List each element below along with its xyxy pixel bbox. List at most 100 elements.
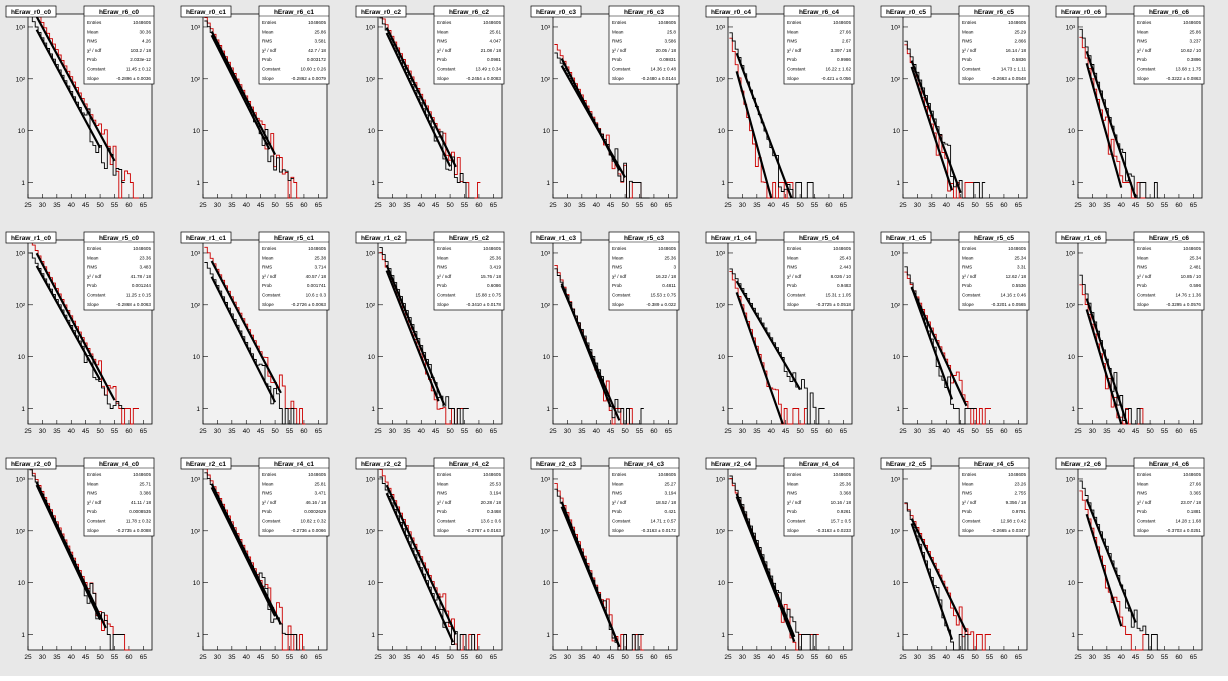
x-tick-label: 30: [564, 428, 572, 435]
fit-line: [385, 264, 446, 406]
x-tick-label: 50: [796, 654, 804, 661]
x-tick-label: 50: [446, 654, 454, 661]
x-tick-label: 60: [1000, 428, 1008, 435]
x-tick-label: 65: [1015, 428, 1023, 435]
stats-label-mean: Mean: [87, 29, 99, 34]
fit-line: [1085, 50, 1137, 199]
x-tick-label: 55: [811, 428, 819, 435]
stats-label-rms: RMS: [437, 265, 447, 270]
y-tick-label: 10: [193, 580, 201, 587]
y-tick-label: 10: [893, 354, 901, 361]
y-tick-label: 10³: [191, 24, 201, 31]
y-tick-label: 10²: [1066, 76, 1076, 83]
x-tick-label: 30: [214, 654, 222, 661]
x-tick-label: 45: [957, 202, 965, 209]
title-box: [1055, 231, 1107, 244]
stats-label-constant: Constant: [612, 519, 631, 524]
chart-title: hEraw_r1_c3: [536, 235, 576, 242]
stats-label-chi2: χ² / ndf: [962, 48, 977, 53]
stats-label-constant: Constant: [612, 293, 631, 298]
x-tick-label: 25: [374, 654, 382, 661]
stats-label-chi2: χ² / ndf: [787, 48, 802, 53]
stats-value-rms: 3.194: [665, 491, 677, 496]
fit-line: [735, 52, 793, 199]
title-box: [705, 231, 757, 244]
x-tick-label: 30: [389, 654, 397, 661]
stats-label-slope: Slope: [262, 528, 274, 533]
stats-value-prob: 0.596: [1190, 283, 1202, 288]
x-tick-label: 60: [475, 202, 483, 209]
x-tick-label: 45: [607, 202, 615, 209]
stats-label-prob: Prob: [262, 57, 272, 62]
stats-value-constant: 13.68 ± 1.75: [1175, 67, 1201, 72]
stats-value-slope: -0.2726 ± 0.0063: [291, 302, 326, 307]
stats-value-prob: 0.3896: [1187, 57, 1201, 62]
stats-box: [958, 457, 1030, 537]
fit-line: [1085, 309, 1123, 425]
x-tick-label: 45: [82, 202, 90, 209]
stats-value-slope: -0.2736 ± 0.0066: [291, 528, 326, 533]
stats-label-chi2: χ² / ndf: [612, 48, 627, 53]
stats-label-constant: Constant: [87, 67, 106, 72]
stats-title: hEraw_r4_c2: [449, 461, 489, 468]
x-tick-label: 65: [1190, 428, 1198, 435]
stats-label-entries: Entries: [437, 246, 452, 251]
stats-value-mean: 25.81: [315, 481, 327, 486]
x-tick-label: 65: [1015, 654, 1023, 661]
histogram-black: [904, 40, 986, 199]
stats-value-entries: 1048605: [1183, 472, 1201, 477]
x-tick-label: 65: [840, 654, 848, 661]
stats-value-entries: 1048605: [658, 20, 676, 25]
stats-value-entries: 1048605: [133, 472, 151, 477]
stats-label-prob: Prob: [612, 283, 622, 288]
x-tick-label: 35: [1103, 428, 1111, 435]
y-tick-label: 10³: [541, 24, 551, 31]
x-tick-label: 50: [971, 202, 979, 209]
x-tick-label: 35: [228, 428, 236, 435]
stats-label-chi2: χ² / ndf: [1137, 274, 1152, 279]
y-tick-label: 1: [896, 632, 900, 639]
histogram-red: [204, 17, 300, 199]
stats-box: [433, 231, 505, 311]
x-tick-label: 50: [971, 428, 979, 435]
x-tick-label: 60: [125, 428, 133, 435]
stats-label-entries: Entries: [787, 20, 802, 25]
y-tick-label: 10²: [891, 302, 901, 309]
stats-label-constant: Constant: [437, 519, 456, 524]
y-tick-label: 10²: [541, 76, 551, 83]
x-tick-label: 55: [286, 654, 294, 661]
stats-label-rms: RMS: [787, 39, 797, 44]
stats-title: hEraw_r5_c3: [624, 235, 664, 242]
y-tick-label: 10³: [541, 476, 551, 483]
x-tick-label: 60: [1175, 202, 1183, 209]
histogram-black: [729, 32, 816, 199]
stats-label-mean: Mean: [962, 29, 974, 34]
y-tick-label: 1: [721, 632, 725, 639]
stats-value-slope: -0.2454 ± 0.0083: [466, 76, 501, 81]
stats-label-rms: RMS: [612, 265, 622, 270]
x-tick-label: 60: [650, 654, 658, 661]
x-tick-label: 65: [490, 428, 498, 435]
stats-value-chi2: 8.026 / 10: [831, 274, 852, 279]
stats-label-entries: Entries: [262, 246, 277, 251]
y-tick-label: 10²: [366, 302, 376, 309]
x-tick-label: 50: [271, 202, 279, 209]
x-tick-label: 25: [199, 428, 207, 435]
fit-line: [735, 291, 784, 425]
stats-label-mean: Mean: [787, 481, 799, 486]
fit-line: [910, 518, 968, 633]
stats-value-entries: 1048605: [133, 246, 151, 251]
stats-title: hEraw_r5_c6: [1149, 235, 1189, 242]
x-tick-label: 25: [724, 202, 732, 209]
x-tick-label: 55: [286, 202, 294, 209]
stats-value-constant: 15.31 ± 1.05: [825, 293, 851, 298]
y-tick-label: 10: [368, 128, 376, 135]
stats-label-chi2: χ² / ndf: [87, 500, 102, 505]
x-tick-label: 30: [739, 202, 747, 209]
stats-label-slope: Slope: [962, 528, 974, 533]
stats-value-prob: 0.0981: [487, 57, 501, 62]
x-tick-label: 45: [432, 202, 440, 209]
x-tick-label: 40: [68, 428, 76, 435]
stats-value-mean: 25.8: [667, 29, 676, 34]
